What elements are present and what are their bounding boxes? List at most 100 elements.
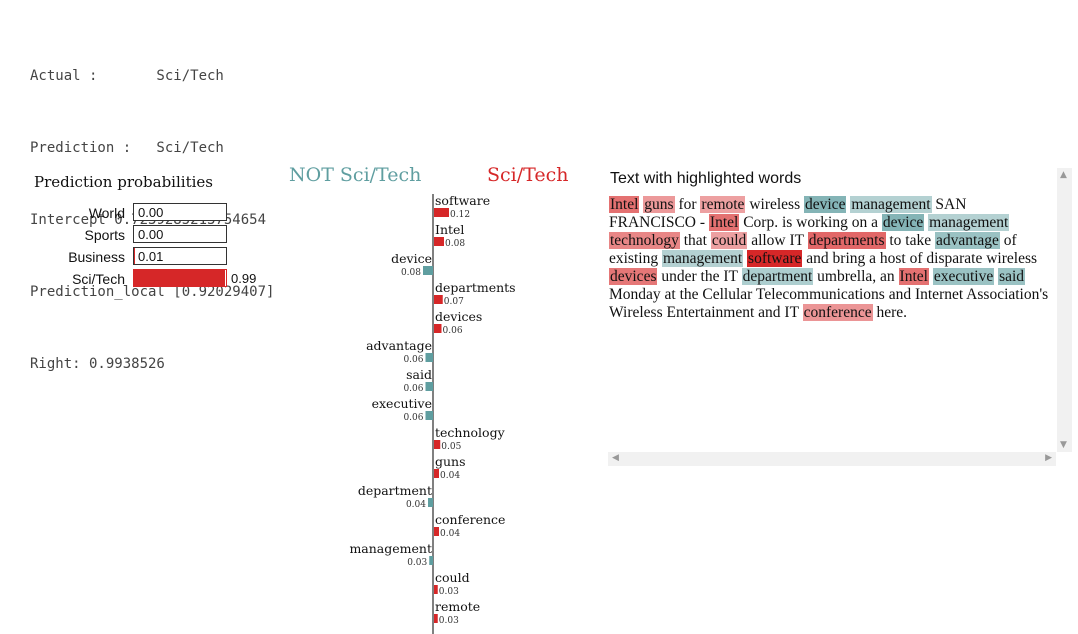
bar-label: said [406,367,432,382]
vertical-scrollbar[interactable]: ▲ ▼ [1057,168,1072,452]
highlighted-text: Intel guns for remote wireless device ma… [609,196,1051,322]
highlighted-word: device [881,214,925,231]
highlighted-word: department [741,268,814,285]
highlighted-word: could [710,232,748,249]
bar-label: Intel [435,222,464,237]
bar-value-label: 0.06 [403,384,423,394]
bar-label: devices [435,309,482,324]
bar-value-label: 0.04 [406,500,426,510]
bar-value-label: 0.07 [444,297,464,307]
prob-label: World [88,205,125,221]
text-fragment: SAN FRANCISCO - [609,196,967,231]
bar-value-label: 0.04 [440,471,460,481]
scroll-right-icon[interactable]: ▶ [1045,453,1052,463]
text-fragment: to take [885,232,935,249]
bar-value-label: 0.08 [401,268,421,278]
text-fragment: Monday at the Cellular Telecommunication… [609,286,1049,321]
highlighted-word: departments [807,232,886,249]
bar-value-label: 0.03 [439,587,459,597]
prob-bar-fill [134,248,135,264]
bar-value-label: 0.03 [439,616,459,626]
negative-class-label: NOT Sci/Tech [289,164,422,186]
highlighted-word: management [850,196,932,213]
bar-value-label: 0.05 [441,442,461,452]
scroll-down-icon[interactable]: ▼ [1060,440,1067,450]
highlighted-word: software [747,250,803,267]
highlighted-word: technology [609,232,680,249]
bar-label: technology [435,425,506,440]
prob-bar-fill [134,270,226,286]
scroll-up-icon[interactable]: ▲ [1060,170,1067,180]
horizontal-scrollbar[interactable]: ◀ ▶ [608,452,1056,466]
prob-value: 0.01 [138,249,164,264]
text-fragment: and bring a host of disparate wireless [802,250,1038,267]
bar [434,469,439,478]
prob-value: 0.00 [138,227,164,242]
bar [434,237,444,246]
highlighted-word: Intel [898,268,929,285]
bar-label: could [435,570,470,585]
bar-label: departments [435,280,516,295]
bar-label: guns [435,454,466,469]
text-fragment: for [674,196,701,213]
bar [434,324,442,333]
positive-class-label: Sci/Tech [487,164,569,186]
bar-value-label: 0.04 [440,529,460,539]
highlighted-word: executive [932,268,995,285]
bar [429,556,433,565]
text-fragment: wireless [745,196,804,213]
prob-label: Sci/Tech [72,271,125,287]
prob-bar: 0.00 [133,203,227,221]
prediction-local-line: Prediction_local [0.92029407] [30,284,275,300]
bar [434,585,438,594]
highlighted-word: said [998,268,1026,285]
highlighted-text-panel[interactable]: Text with highlighted words Intel guns f… [606,168,1072,466]
model-output: Actual : Sci/Tech Prediction : Sci/Tech … [30,16,274,400]
highlighted-word: management [928,214,1010,231]
bar-label: advantage [366,338,432,353]
highlighted-word: guns [643,196,675,213]
text-fragment: of existing [609,232,1017,267]
bar-value-label: 0.06 [443,326,463,336]
bar-label: department [358,483,432,498]
text-fragment: allow IT [747,232,808,249]
bar-label: conference [435,512,505,527]
bar-value-label: 0.06 [403,355,423,365]
bar [425,411,433,420]
bar [434,614,438,623]
bar-label: remote [435,599,480,614]
prob-bar [133,269,227,287]
prob-row-world: World 0.00 [0,203,300,223]
text-fragment: here. [872,304,908,321]
prob-row-business: Business 0.01 [0,247,300,267]
bar [423,266,433,275]
prob-bar: 0.00 [133,225,227,243]
prob-label: Sports [84,227,125,243]
prob-label: Business [68,249,125,265]
prob-row-scitech: Sci/Tech 0.99 [0,269,300,289]
highlighted-word: device [804,196,847,213]
prob-value: 0.00 [138,205,164,220]
bar [428,498,433,507]
highlighted-word: Intel [708,214,740,231]
bar-label: software [435,193,490,208]
bar-value-label: 0.12 [450,210,470,220]
right-line: Right: 0.9938526 [30,356,165,372]
prediction-probabilities-title: Prediction probabilities [34,173,213,191]
bar [434,208,449,217]
prediction-line: Prediction : Sci/Tech [30,140,224,156]
bar-value-label: 0.08 [445,239,465,249]
prob-bar: 0.01 [133,247,227,265]
bar-value-label: 0.06 [403,413,423,423]
bar-label: management [349,541,432,556]
highlighted-word: conference [802,304,873,321]
bar [434,440,441,449]
prob-value: 0.99 [231,271,257,286]
highlighted-word: management [661,250,744,267]
scroll-left-icon[interactable]: ◀ [612,453,619,463]
highlighted-text-title: Text with highlighted words [610,170,802,187]
bar-value-label: 0.03 [407,558,427,568]
bar [425,353,433,362]
highlighted-word: Intel [609,196,640,213]
